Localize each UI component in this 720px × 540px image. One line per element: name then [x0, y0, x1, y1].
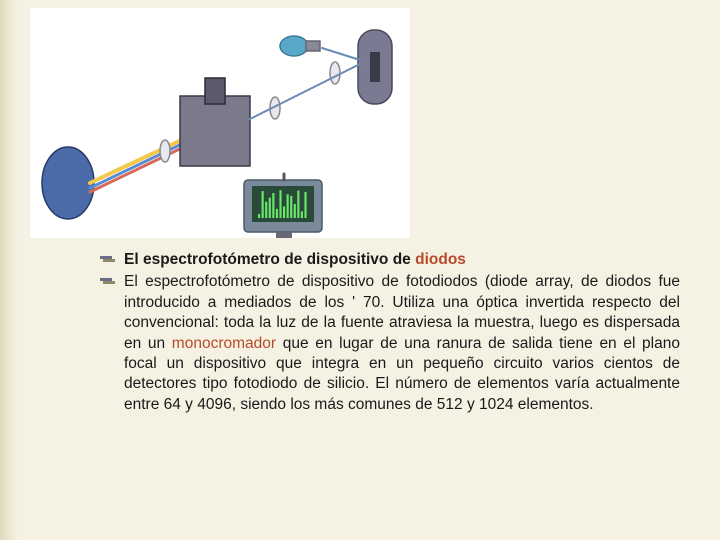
led-base	[306, 41, 320, 51]
lens-1	[160, 140, 170, 162]
sample-box	[180, 96, 250, 166]
bullet-icon	[100, 253, 118, 267]
led-bulb	[280, 36, 308, 56]
source-disc	[42, 147, 94, 219]
heading-row: El espectrofotómetro de dispositivo de d…	[100, 250, 680, 270]
sample-slot	[205, 78, 225, 104]
lens-3	[330, 62, 340, 84]
bullet-icon	[100, 275, 118, 289]
body-text: El espectrofotómetro de dispositivo de f…	[124, 272, 680, 415]
heading-text: El espectrofotómetro de dispositivo de d…	[124, 250, 466, 270]
slide: El espectrofotómetro de dispositivo de d…	[0, 0, 720, 540]
detector-window	[370, 52, 380, 82]
spectrophotometer-diagram	[30, 8, 410, 238]
monitor-stand	[276, 232, 292, 238]
body-row: El espectrofotómetro de dispositivo de f…	[100, 272, 680, 415]
content-block: El espectrofotómetro de dispositivo de d…	[100, 250, 680, 417]
